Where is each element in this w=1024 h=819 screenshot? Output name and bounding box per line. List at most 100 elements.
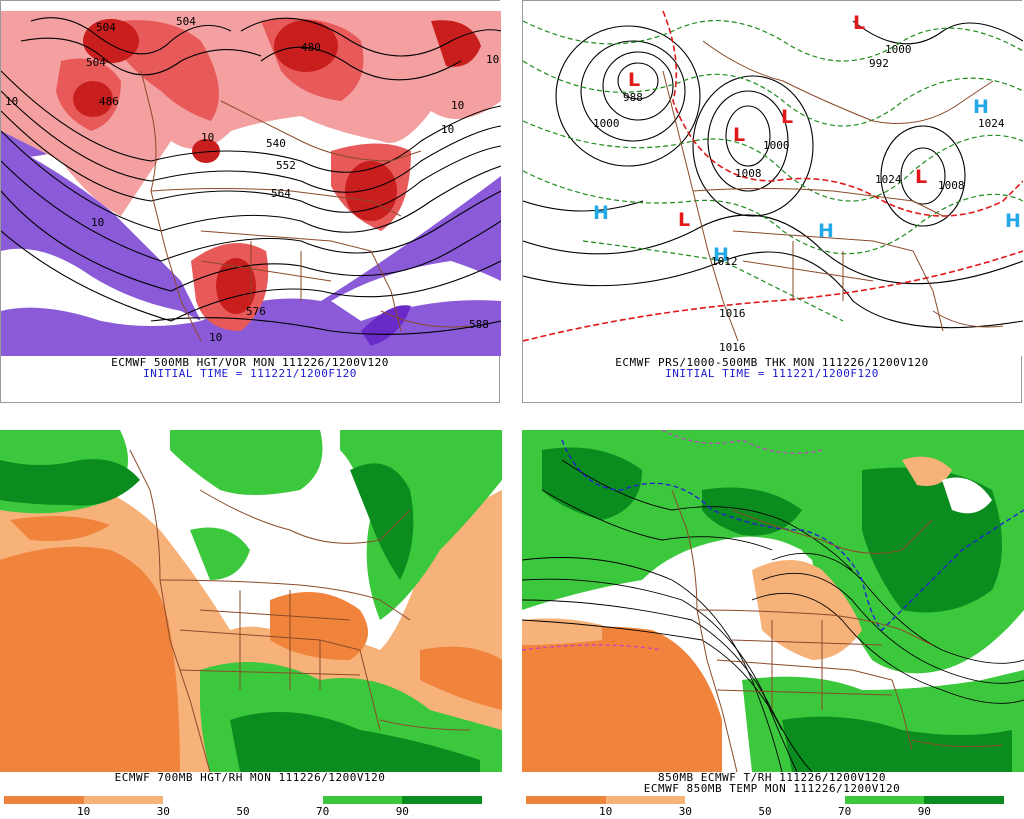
isobar-label: 992: [869, 57, 889, 70]
map-borders: [129, 449, 471, 772]
contour-label: 588: [469, 318, 489, 331]
map-700mb-rh: [0, 430, 502, 772]
scale-tick: 70: [316, 805, 330, 818]
rh-moist-area: [190, 527, 250, 580]
map-pressure-thickness: L L L L L L H H H H H 988 1000 1000 1000…: [523, 1, 1023, 356]
scale-tick: 90: [917, 805, 931, 818]
map-borders: [662, 40, 1004, 342]
temperature-contour-purple: [522, 430, 823, 651]
rh-moist-area: [350, 463, 414, 580]
rh-dry-area: [522, 618, 602, 645]
contour-label: 10: [451, 99, 464, 112]
contour-label: 10: [91, 216, 104, 229]
white-gap-area: [942, 477, 992, 514]
panel-caption: ECMWF PRS/1000-500MB THK MON 111226/1200…: [615, 356, 929, 369]
panel-caption-line2: ECMWF 850MB TEMP MON 111226/1200V120: [643, 782, 901, 795]
high-pressure-marker: H: [593, 202, 609, 224]
rh-dry-area: [902, 456, 952, 486]
contour-label: 486: [99, 95, 119, 108]
map-borders: [671, 489, 1003, 772]
panel-700mb-hgt-rh: ECMWF 700MB HGT/RH MON 111226/1200V120 1…: [0, 430, 502, 819]
rh-moist-area: [702, 487, 802, 536]
low-pressure-marker: L: [733, 124, 745, 146]
panel-850mb-t-rh: 850MB ECMWF T/RH 111226/1200V120 ECMWF 8…: [522, 430, 1024, 819]
rh-dry-area: [522, 626, 722, 772]
thickness-warm: [523, 10, 1023, 342]
low-pressure-marker: L: [853, 12, 865, 34]
rh-dry-area: [0, 546, 180, 772]
positive-vorticity-area: [431, 20, 481, 67]
rh-color-scale: [4, 796, 483, 804]
rh-scale-ticks: 10 30 50 70 90: [4, 806, 482, 818]
panel-caption: 850MB ECMWF T/RH 111226/1200V120: [658, 771, 886, 784]
isobars: [523, 20, 1023, 329]
contour-label: 552: [276, 159, 296, 172]
isobar-label: 1024: [978, 117, 1005, 130]
high-pressure-marker: H: [818, 220, 834, 242]
scale-tick: 30: [678, 805, 692, 818]
contour-label: 10: [5, 95, 18, 108]
panel-prs-thickness: L L L L L L H H H H H 988 1000 1000 1000…: [522, 0, 1023, 403]
vorticity-max: [192, 139, 220, 163]
contour-label: 10: [486, 53, 499, 66]
scale-tick: 30: [156, 805, 170, 818]
rh-moist-area: [170, 430, 323, 495]
contour-label: 576: [246, 305, 266, 318]
rh-moist-area: [542, 447, 642, 520]
contour-label: 10: [441, 123, 454, 136]
isobar-label: 1000: [763, 139, 790, 152]
isobar-label: 1016: [719, 307, 746, 320]
contour-label: 480: [301, 41, 321, 54]
low-pressure-marker: L: [678, 209, 690, 231]
isobar-label: 1012: [711, 255, 738, 268]
panel-500mb-hgt-vor: 504 486 504 480 504 540 552 564 576 588 …: [0, 0, 501, 403]
rh-dry-area: [420, 646, 502, 710]
white-gap-area: [331, 261, 501, 321]
negative-vorticity-area: [361, 305, 411, 346]
rh-moist-area: [230, 712, 480, 772]
scale-tick: 10: [77, 805, 91, 818]
thickness-cold: [523, 20, 1023, 322]
map-500mb-vorticity: 504 486 504 480 504 540 552 564 576 588 …: [1, 1, 501, 356]
panel-initial-time: INITIAL TIME = 111221/1200F120: [143, 367, 357, 380]
scale-tick: 50: [758, 805, 772, 818]
rh-dry-area: [10, 516, 110, 541]
scale-tick: 50: [236, 805, 250, 818]
panel-caption: ECMWF 500MB HGT/VOR MON 111226/1200V120: [111, 356, 389, 369]
contour-label-group: 504 486 504 480 504 540 552 564 576 588 …: [5, 15, 499, 344]
low-pressure-marker: L: [781, 106, 793, 128]
panel-initial-time: INITIAL TIME = 111221/1200F120: [665, 367, 879, 380]
contour-label: 504: [86, 56, 106, 69]
scale-tick: 10: [599, 805, 613, 818]
rh-moist-area: [782, 716, 1012, 772]
rh-color-scale: [526, 796, 1005, 804]
scale-tick: 90: [395, 805, 409, 818]
vorticity-max: [345, 161, 397, 221]
panel-caption: ECMWF 700MB HGT/RH MON 111226/1200V120: [114, 771, 386, 784]
rh-dry-area: [270, 592, 368, 660]
isobar-label: 988: [623, 91, 643, 104]
isobar-label: 1024: [875, 173, 902, 186]
rh-scale-ticks: 10 30 50 70 90: [526, 806, 1004, 818]
high-pressure-marker: H: [973, 96, 989, 118]
contour-label: 10: [209, 331, 222, 344]
contour-label: 564: [271, 187, 291, 200]
isobar-label: 1000: [593, 117, 620, 130]
vorticity-max: [73, 81, 113, 117]
contour-label: 504: [176, 15, 196, 28]
vorticity-max: [83, 19, 139, 63]
isobar-label: 1008: [938, 179, 965, 192]
vorticity-max: [216, 258, 256, 314]
rh-moist-area: [0, 459, 140, 506]
rh-dry-area: [752, 560, 862, 660]
map-850mb-temp-rh: [522, 430, 1024, 772]
low-pressure-marker: L: [915, 166, 927, 188]
contour-label: 540: [266, 137, 286, 150]
scale-tick: 70: [838, 805, 852, 818]
vorticity-max: [274, 20, 338, 72]
isobar-label: 1008: [735, 167, 762, 180]
contour-label: 504: [96, 21, 116, 34]
contour-label: 10: [201, 131, 214, 144]
freezing-line: [561, 439, 1024, 631]
low-pressure-marker: L: [628, 69, 640, 91]
